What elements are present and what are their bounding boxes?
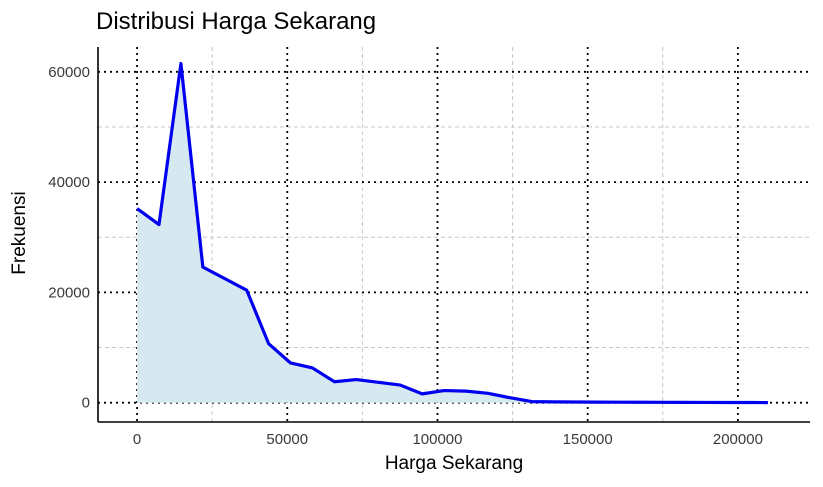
x-axis-label: Harga Sekarang <box>384 453 524 474</box>
axes <box>97 47 810 423</box>
y-tick-label: 20000 <box>48 284 90 301</box>
x-tick-label: 50000 <box>266 431 308 448</box>
x-tick-label: 100000 <box>412 431 462 448</box>
y-tick-labels: 0 20000 40000 60000 <box>48 64 90 412</box>
x-tick-label: 200000 <box>713 431 763 448</box>
y-axis-label: Frekuensi <box>9 191 30 275</box>
x-tick-label: 0 <box>133 431 141 448</box>
y-tick-label: 0 <box>82 395 90 412</box>
series-layer <box>136 61 768 405</box>
chart-title: Distribusi Harga Sekarang <box>96 8 377 35</box>
x-tick-labels: 0 50000 100000 150000 200000 <box>133 431 763 448</box>
x-tick-label: 150000 <box>563 431 613 448</box>
series-area-fill <box>137 63 768 403</box>
y-tick-label: 60000 <box>48 64 90 81</box>
series-line <box>136 61 768 405</box>
y-tick-label: 40000 <box>48 174 90 191</box>
